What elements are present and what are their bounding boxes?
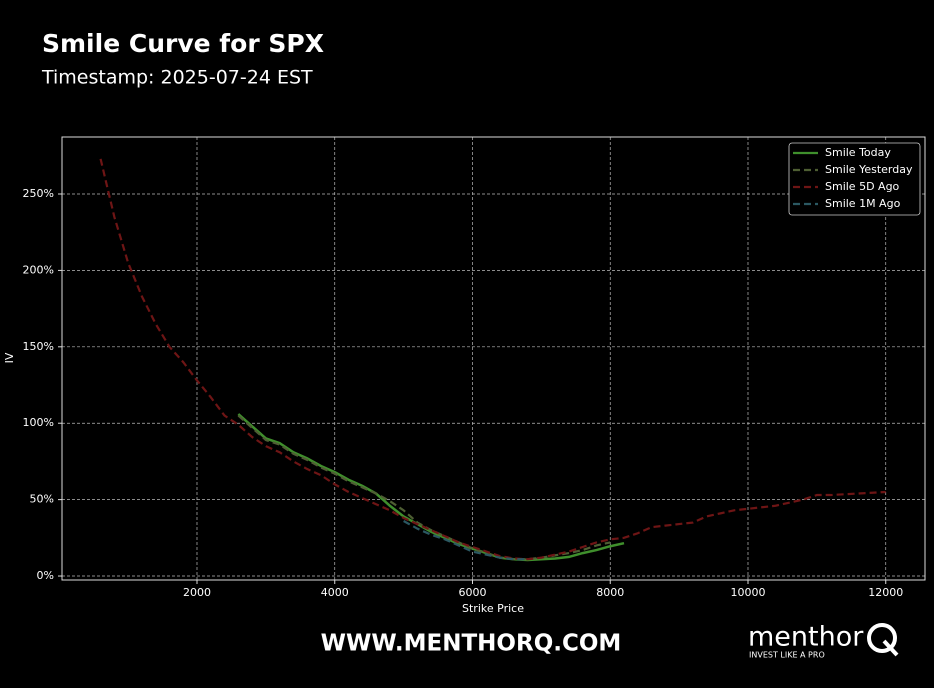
x-tick-label: 8000 [596, 586, 624, 599]
plot-frame [61, 136, 926, 581]
series-line [99, 158, 886, 561]
x-tick-label: 4000 [321, 586, 349, 599]
y-tick-label: 50% [30, 493, 54, 506]
legend-label: Smile Yesterday [825, 163, 913, 176]
x-tick-label: 10000 [730, 586, 765, 599]
y-axis-label: IV [3, 352, 16, 363]
series-line [237, 413, 625, 562]
logo-q [867, 623, 897, 653]
y-tick-label: 150% [23, 340, 54, 353]
x-tick-label: 12000 [868, 586, 903, 599]
legend-label: Smile 5D Ago [825, 180, 900, 193]
x-tick-label: 6000 [458, 586, 486, 599]
logo-q-tail [882, 639, 899, 657]
legend-box [788, 142, 921, 216]
y-tick-label: 100% [23, 416, 54, 429]
y-tick-label: 250% [23, 187, 54, 200]
legend: Smile Today Smile Yesterday Smile 5D Ago Sm… [788, 142, 921, 216]
website: WWW.MENTHORQ.COM [321, 631, 622, 657]
x-axis-label: Strike Price [462, 602, 524, 615]
legend-label: Smile Today [825, 146, 891, 159]
legend-label: Smile 1M Ago [825, 197, 901, 210]
tagline: INVEST LIKE A PRO [749, 651, 825, 660]
chart-subtitle: Timestamp: 2025-07-24 EST [41, 67, 313, 89]
y-tick-label: 200% [23, 263, 54, 276]
x-tick-label: 2000 [183, 586, 211, 599]
logo: menthor [748, 622, 864, 653]
series-line [403, 520, 528, 561]
chart-title: Smile Curve for SPX [42, 29, 324, 58]
y-tick-label: 0% [37, 569, 54, 582]
